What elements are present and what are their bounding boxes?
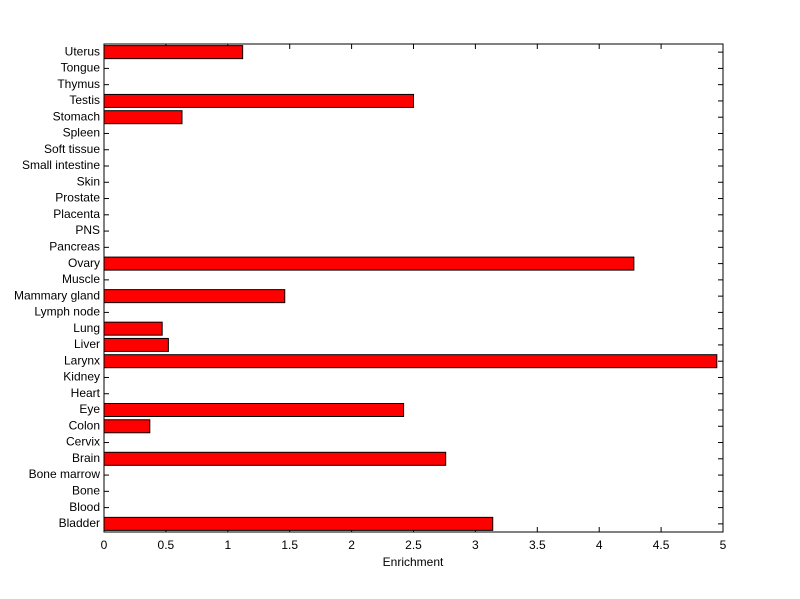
y-tick-label: Lung [73,321,100,335]
y-tick-label: Mammary gland [14,288,100,302]
y-tick-label: Uterus [65,44,100,58]
y-tick-label: Ovary [68,256,100,270]
x-tick-label: 1.5 [281,538,298,552]
y-tick-label: Kidney [63,370,100,384]
x-tick-label: 4.5 [653,538,670,552]
plot-frame [103,43,724,533]
y-tick-label: Spleen [63,126,100,140]
y-tick-label: Heart [71,386,101,400]
y-tick-label: Muscle [62,272,100,286]
y-tick-label: Brain [72,451,100,465]
y-tick-label: Bone [72,484,100,498]
x-axis-label: Enrichment [383,555,444,569]
bar [103,419,151,434]
y-tick-label: Lymph node [34,305,100,319]
x-tick-label: 2 [348,538,355,552]
y-tick-label: Eye [79,402,100,416]
y-tick-label: Testis [69,93,100,107]
y-tick-label: Thymus [57,77,100,91]
y-tick-label: PNS [75,223,100,237]
bar [103,110,183,125]
bar [103,354,718,369]
y-tick-label: Liver [74,337,100,351]
bar [103,289,286,304]
bar [103,516,494,531]
bar [103,93,414,108]
bar [103,337,169,352]
y-tick-label: Blood [69,500,100,514]
x-tick-label: 2.5 [405,538,422,552]
y-tick-label: Skin [77,174,100,188]
x-tick-label: 4 [596,538,603,552]
bar [103,451,447,466]
y-tick-label: Bladder [59,516,100,530]
y-tick-label: Cervix [66,435,100,449]
y-tick-label: Prostate [55,191,100,205]
bar [103,256,635,271]
y-tick-label: Tongue [61,61,101,75]
y-tick-label: Soft tissue [44,142,100,156]
x-tick-label: 0.5 [158,538,175,552]
y-tick-label: Small intestine [22,158,100,172]
x-tick-label: 5 [720,538,727,552]
x-tick-label: 3.5 [529,538,546,552]
bar [103,402,405,418]
x-tick-label: 0 [101,538,108,552]
y-tick-label: Colon [69,418,100,432]
y-tick-label: Larynx [64,353,100,367]
y-tick-label: Pancreas [49,240,100,254]
bar [103,45,244,60]
y-tick-label: Bone marrow [29,467,101,481]
x-tick-label: 3 [472,538,479,552]
y-tick-label: Placenta [53,207,100,221]
y-tick-label: Stomach [53,109,100,123]
x-tick-label: 1 [224,538,231,552]
bar [103,321,163,336]
